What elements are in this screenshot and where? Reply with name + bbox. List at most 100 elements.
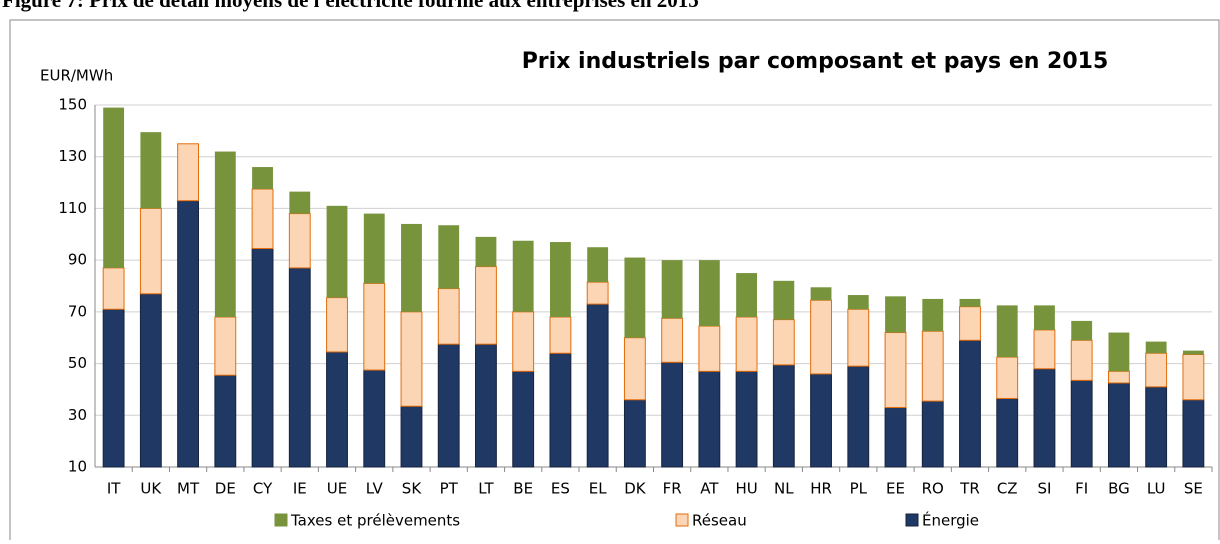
bar-segment (773, 280, 795, 320)
bar-segment (438, 225, 460, 289)
x-tick-label: BE (513, 480, 533, 498)
bar-segment (661, 361, 684, 468)
y-tick-label: 110 (58, 199, 87, 217)
bar-segment (996, 397, 1019, 468)
x-tick-label: PT (440, 480, 459, 498)
bar-segment (1182, 354, 1205, 401)
x-tick-label: RO (922, 480, 944, 498)
legend-swatch (675, 513, 689, 527)
bar-segment (289, 191, 311, 214)
bar-segment (139, 207, 162, 295)
bar-segment (326, 205, 348, 298)
bar-segment (103, 107, 125, 268)
x-tick-label: DE (215, 480, 236, 498)
x-tick-label: EL (589, 480, 607, 498)
bar-segment (884, 332, 907, 409)
bar-segment (996, 356, 1019, 399)
bar-segment (1145, 341, 1167, 354)
legend-label: Énergie (922, 511, 979, 530)
bar-segment (698, 260, 720, 327)
bar-segment (475, 236, 497, 267)
bar-segment (1182, 350, 1204, 355)
bar-segment (847, 308, 870, 367)
x-tick-label: CZ (997, 480, 1018, 498)
x-tick-label: PL (850, 480, 868, 498)
bar-segment (885, 296, 906, 333)
x-tick-label: MT (177, 480, 200, 498)
bar-segment (437, 288, 460, 345)
bar-segment (735, 316, 758, 372)
legend-label: Réseau (692, 512, 747, 530)
figure-title: Figure 7: Prix de détail moyens de l'éle… (2, 0, 699, 12)
bar-segment (772, 319, 795, 366)
bar-segment (921, 330, 944, 402)
y-tick-label: 10 (68, 458, 87, 476)
bar-segment (475, 266, 497, 345)
x-tick-label: IT (107, 480, 121, 498)
bar-segment (922, 298, 944, 332)
bar-segment (736, 273, 758, 318)
x-tick-label: LT (478, 480, 494, 498)
bar-segment (959, 339, 981, 468)
bar-segment (1071, 320, 1093, 341)
bar-segment (363, 282, 386, 371)
x-tick-label: HU (735, 480, 757, 498)
bar-segment (549, 352, 572, 468)
bar-segment (1034, 305, 1055, 330)
bar-segment (1070, 379, 1093, 468)
x-tick-label: SK (402, 480, 423, 498)
x-tick-label: CY (253, 480, 273, 498)
bar-segment (214, 374, 237, 468)
bar-segment (1108, 332, 1130, 372)
x-tick-label: AT (700, 480, 719, 498)
x-tick-label: UK (140, 480, 162, 498)
x-tick-label: DK (624, 480, 647, 498)
bar-segment (1033, 329, 1056, 370)
bar-segment (363, 213, 385, 284)
bar-segment (1145, 352, 1168, 388)
x-tick-label: LU (1147, 480, 1166, 498)
bar-segment (512, 311, 535, 372)
bar-segment (140, 132, 162, 209)
y-axis-label: EUR/MWh (40, 67, 113, 85)
bar-segment (251, 188, 274, 250)
bar-segment (959, 306, 981, 341)
bar-segment (1033, 368, 1056, 468)
bar-segment (400, 405, 423, 468)
y-tick-label: 50 (68, 354, 87, 372)
x-tick-label: SE (1184, 480, 1203, 498)
bar-segment (810, 299, 832, 375)
bar-segment (884, 407, 907, 468)
bar-segment (475, 343, 497, 468)
bar-segment (363, 369, 386, 468)
bar-segment (288, 267, 311, 468)
x-tick-label: EE (886, 480, 905, 498)
bar-segment (400, 311, 423, 407)
x-tick-label: FI (1075, 480, 1088, 498)
bar-segment (401, 223, 422, 312)
bar-segment (288, 213, 311, 269)
bar-segment (1107, 370, 1130, 384)
bar-segment (214, 151, 236, 318)
bar-segment (810, 287, 832, 301)
bar-segment (177, 200, 200, 468)
bar-segment (623, 337, 646, 401)
bar-segment (102, 267, 125, 310)
y-tick-label: 30 (68, 406, 87, 424)
bar-segment (326, 351, 348, 468)
bar-segment (214, 316, 237, 376)
bar-segment (810, 373, 832, 468)
bar-segment (512, 370, 535, 468)
bar-segment (251, 248, 274, 468)
bar-segment (177, 143, 200, 202)
x-tick-label: BG (1108, 480, 1130, 498)
bar-segment (1182, 399, 1205, 468)
bar-segment (996, 305, 1018, 358)
x-tick-label: FR (663, 480, 682, 498)
bar-segment (512, 240, 534, 312)
bar-segment (847, 295, 869, 310)
x-tick-label: HR (810, 480, 832, 498)
bar-segment (587, 247, 609, 283)
bar-segment (772, 364, 795, 468)
